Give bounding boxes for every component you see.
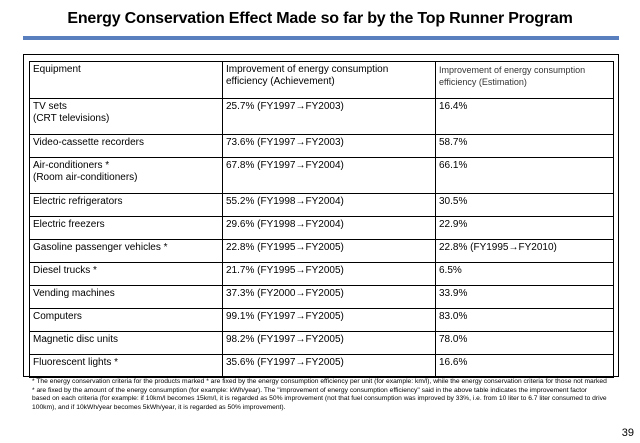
table-row: Computers 99.1% (FY1997→FY2005) 83.0%: [29, 308, 614, 332]
cell-equipment: TV sets (CRT televisions): [29, 98, 223, 135]
table-row: Magnetic disc units 98.2% (FY1997→FY2005…: [29, 331, 614, 355]
cell-achievement: 99.1% (FY1997→FY2005): [222, 308, 436, 332]
cell-equipment: Gasoline passenger vehicles *: [29, 239, 223, 263]
table-row: Fluorescent lights * 35.6% (FY1997→FY200…: [29, 354, 614, 378]
table-row: Video-cassette recorders 73.6% (FY1997→F…: [29, 134, 614, 158]
cell-estimation: 16.6%: [435, 354, 614, 378]
cell-equipment: Diesel trucks *: [29, 262, 223, 286]
cell-estimation: 66.1%: [435, 157, 614, 194]
table-row: Vending machines 37.3% (FY2000→FY2005) 3…: [29, 285, 614, 309]
cell-equipment: Fluorescent lights *: [29, 354, 223, 378]
cell-estimation: 33.9%: [435, 285, 614, 309]
cell-equipment: Video-cassette recorders: [29, 134, 223, 158]
cell-estimation: 22.9%: [435, 216, 614, 240]
cell-equipment: Magnetic disc units: [29, 331, 223, 355]
cell-estimation: 22.8% (FY1995→FY2010): [435, 239, 614, 263]
table-row: Air-conditioners * (Room air-conditioner…: [29, 157, 614, 194]
header-equipment: Equipment: [29, 61, 223, 99]
cell-estimation: 30.5%: [435, 193, 614, 217]
cell-equipment: Air-conditioners * (Room air-conditioner…: [29, 157, 223, 194]
cell-equipment: Vending machines: [29, 285, 223, 309]
cell-achievement: 25.7% (FY1997→FY2003): [222, 98, 436, 135]
energy-table: Equipment Improvement of energy consumpt…: [29, 61, 614, 378]
table-row: TV sets (CRT televisions) 25.7% (FY1997→…: [29, 98, 614, 135]
cell-equipment: Electric freezers: [29, 216, 223, 240]
cell-achievement: 37.3% (FY2000→FY2005): [222, 285, 436, 309]
cell-equipment: Computers: [29, 308, 223, 332]
cell-achievement: 73.6% (FY1997→FY2003): [222, 134, 436, 158]
cell-achievement: 35.6% (FY1997→FY2005): [222, 354, 436, 378]
title-underline: [23, 36, 619, 40]
table-row: Gasoline passenger vehicles * 22.8% (FY1…: [29, 239, 614, 263]
page-title: Energy Conservation Effect Made so far b…: [67, 10, 573, 27]
header-estimation: Improvement of energy consumption effici…: [435, 61, 614, 99]
cell-estimation: 6.5%: [435, 262, 614, 286]
header-achievement: Improvement of energy consumption effici…: [222, 61, 436, 99]
cell-estimation: 58.7%: [435, 134, 614, 158]
cell-achievement: 21.7% (FY1995→FY2005): [222, 262, 436, 286]
cell-achievement: 22.8% (FY1995→FY2005): [222, 239, 436, 263]
table-row: Electric refrigerators 55.2% (FY1998→FY2…: [29, 193, 614, 217]
cell-estimation: 78.0%: [435, 331, 614, 355]
cell-equipment: Electric refrigerators: [29, 193, 223, 217]
cell-achievement: 55.2% (FY1998→FY2004): [222, 193, 436, 217]
cell-achievement: 29.6% (FY1998→FY2004): [222, 216, 436, 240]
cell-achievement: 98.2% (FY1997→FY2005): [222, 331, 436, 355]
table-row: Diesel trucks * 21.7% (FY1995→FY2005) 6.…: [29, 262, 614, 286]
table-header-row: Equipment Improvement of energy consumpt…: [29, 61, 614, 99]
cell-estimation: 16.4%: [435, 98, 614, 135]
cell-estimation: 83.0%: [435, 308, 614, 332]
page-number: 39: [621, 427, 634, 439]
table-row: Electric freezers 29.6% (FY1998→FY2004) …: [29, 216, 614, 240]
cell-achievement: 67.8% (FY1997→FY2004): [222, 157, 436, 194]
footnote: * The energy conservation criteria for t…: [32, 378, 607, 412]
